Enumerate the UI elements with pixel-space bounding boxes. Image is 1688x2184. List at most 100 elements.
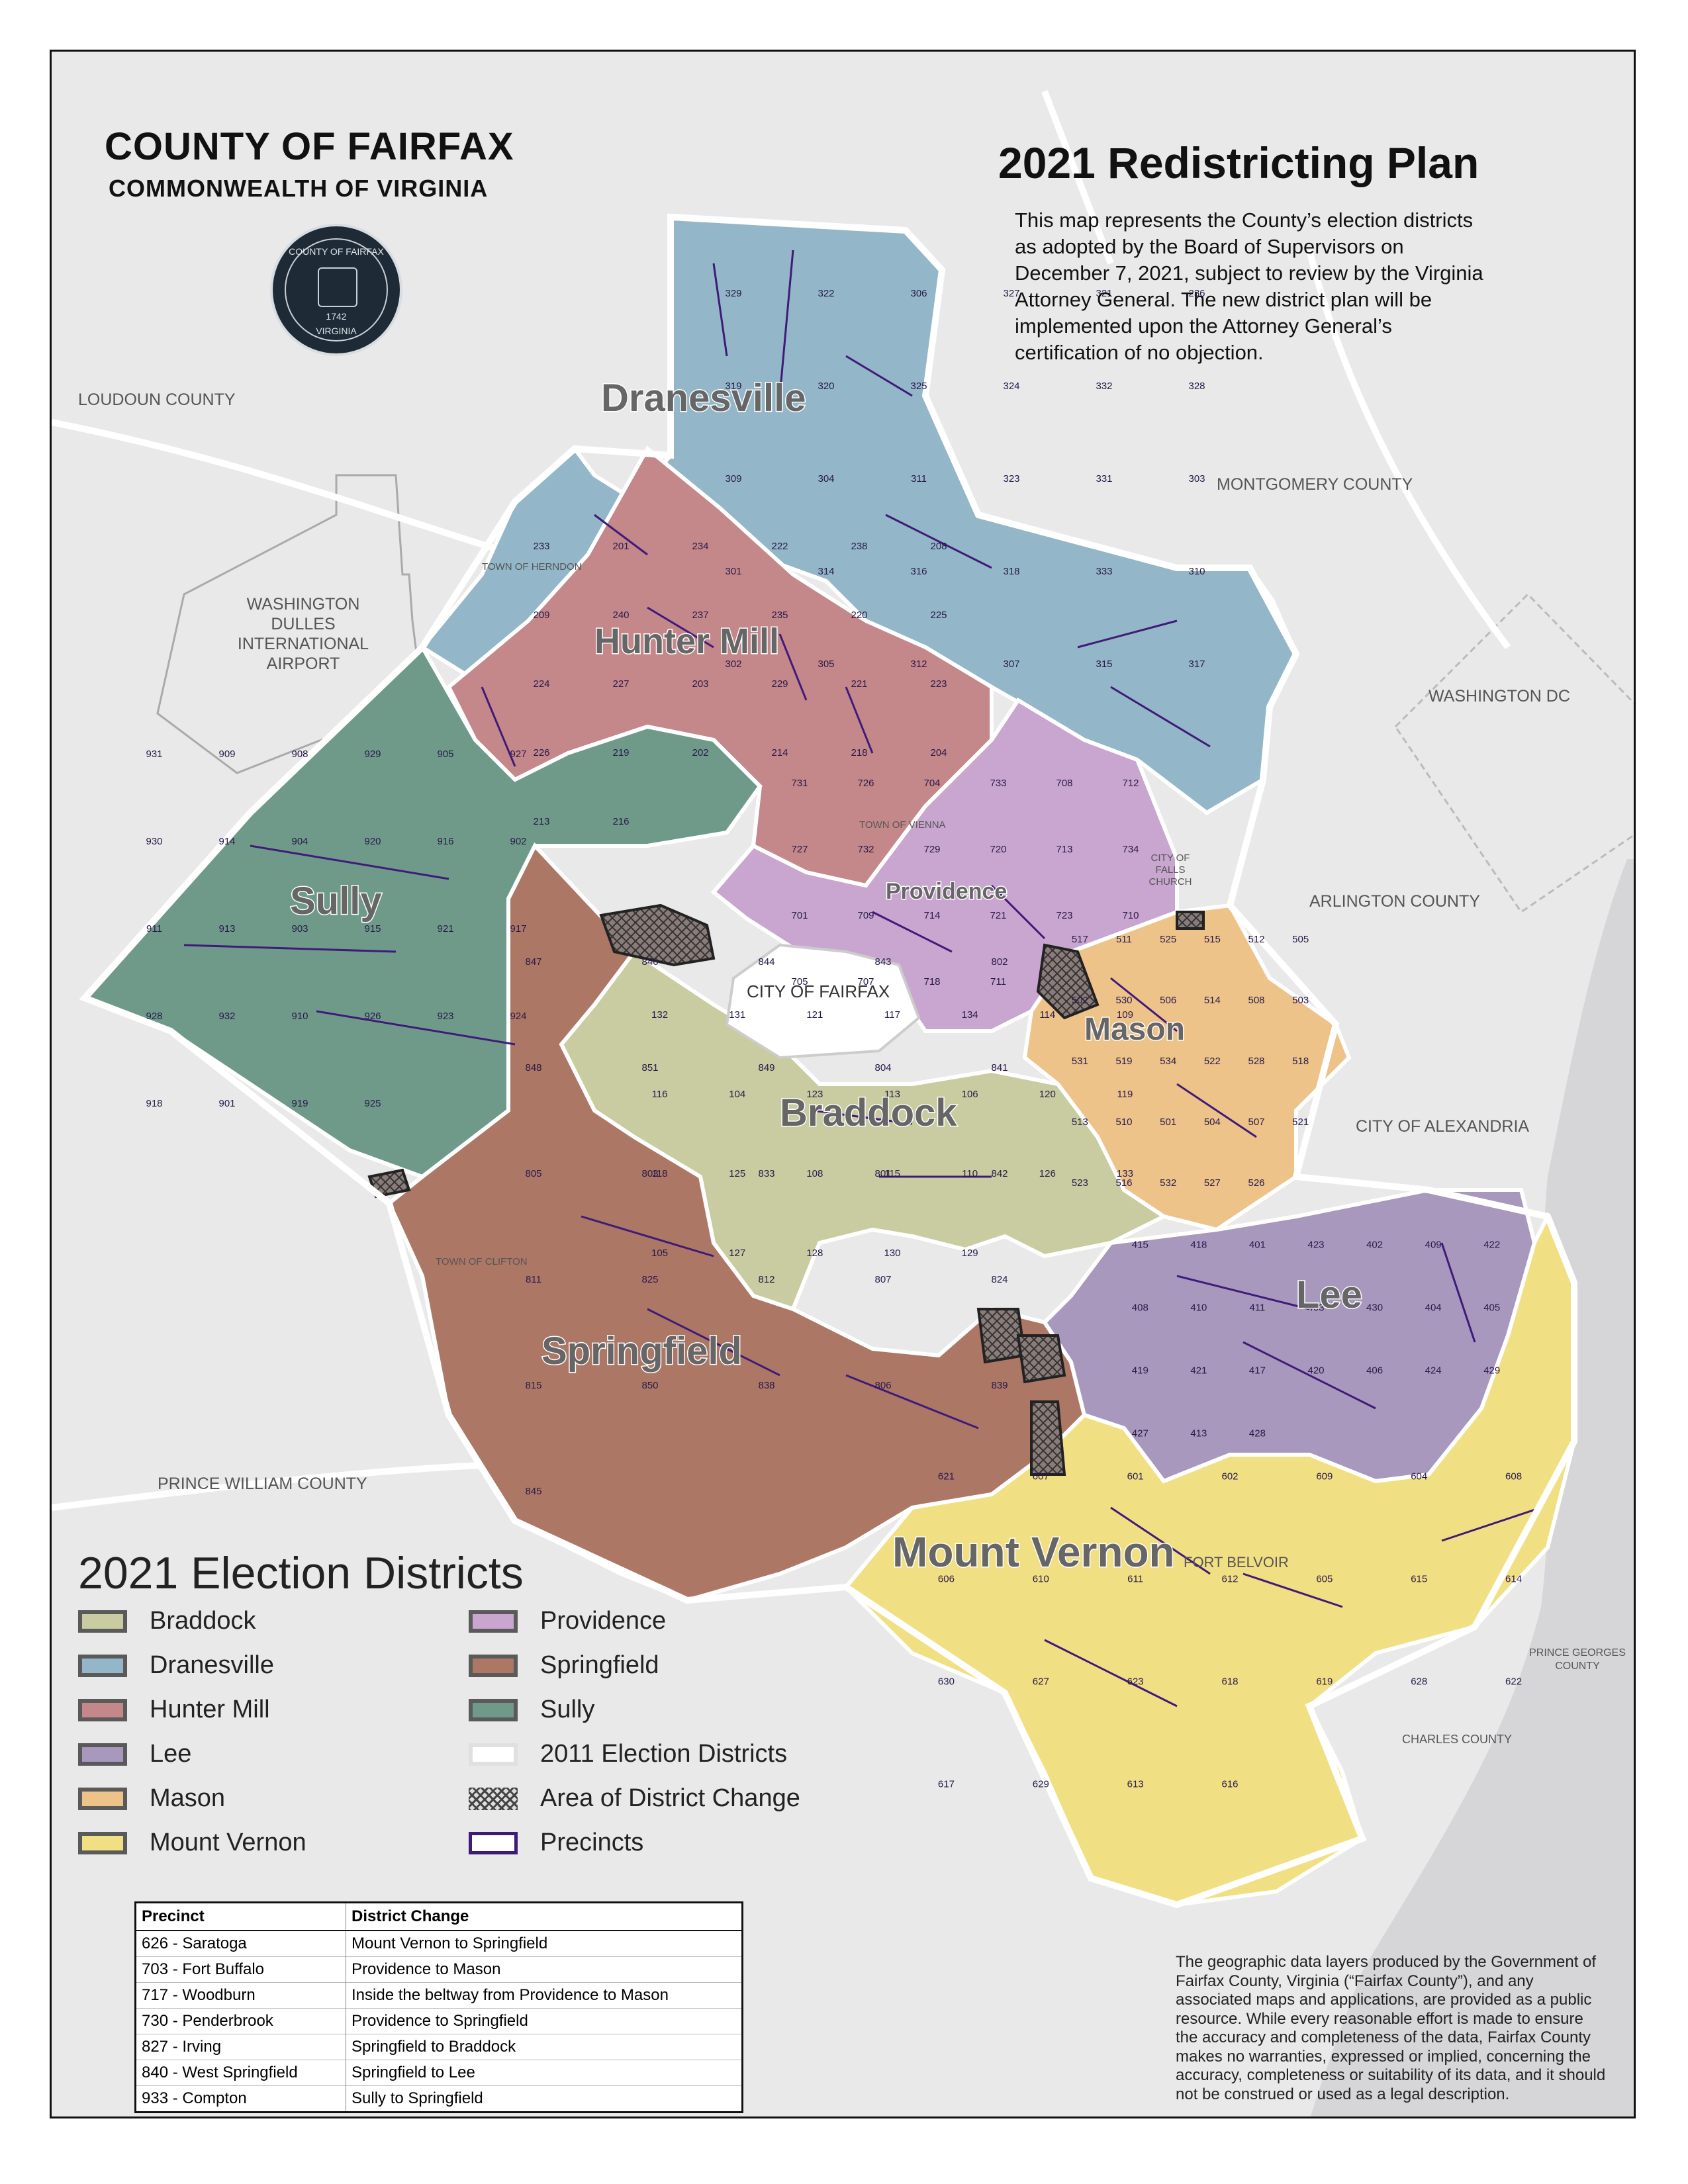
precinct-label: 114 xyxy=(1039,1009,1055,1021)
precinct-label: 924 xyxy=(510,1011,526,1022)
precinct-label: 125 xyxy=(729,1168,745,1179)
legend-item: Providence xyxy=(469,1607,666,1635)
precinct-label: 804 xyxy=(874,1062,891,1073)
change-area-703 xyxy=(1176,911,1205,930)
precinct-label: 310 xyxy=(1188,566,1205,577)
district-label-mount-vernon: Mount Vernon xyxy=(892,1527,1176,1577)
roads xyxy=(52,90,1511,1511)
precinct-label: 238 xyxy=(851,541,867,552)
precinct-label: 519 xyxy=(1115,1056,1132,1067)
precinct-label: 921 xyxy=(437,923,453,934)
precinct-label: 843 xyxy=(874,956,891,968)
fairfax-map: 329 322 306 327 321 236 319 320 325 324 332 328 309 3… xyxy=(52,90,1634,2116)
precinct-label: 927 xyxy=(510,749,526,760)
precinct-label: 925 xyxy=(364,1098,381,1109)
precinct-label: 806 xyxy=(874,1380,891,1391)
precinct-label: 904 xyxy=(291,836,308,847)
precinct-label: 619 xyxy=(1316,1676,1333,1688)
precinct-label: 235 xyxy=(771,610,788,621)
precinct-label: 709 xyxy=(857,910,874,921)
precinct-label: 115 xyxy=(884,1168,900,1179)
precinct-label: 627 xyxy=(1033,1676,1049,1688)
precinct-label: 106 xyxy=(962,1089,978,1100)
precinct-label: 404 xyxy=(1425,1302,1442,1314)
change-area-730 xyxy=(599,903,716,967)
precinct-label: 926 xyxy=(364,1011,381,1022)
precinct-label: 930 xyxy=(146,836,162,847)
precinct-label: 807 xyxy=(874,1274,891,1285)
precinct-label: 911 xyxy=(146,923,162,934)
precinct-label: 614 xyxy=(1505,1574,1522,1585)
legend-item: Mount Vernon xyxy=(78,1829,306,1857)
precinct-label: 913 xyxy=(218,923,235,934)
precinct-label: 328 xyxy=(1188,381,1205,392)
precinct-label: 504 xyxy=(1204,1116,1221,1128)
precinct-label: 920 xyxy=(364,836,381,847)
table-row: 840 - West Springfield Springfield to Lee xyxy=(135,2060,743,2086)
precinct-label: 213 xyxy=(533,816,549,827)
precinct-label: 405 xyxy=(1483,1302,1500,1314)
precinct-label: 129 xyxy=(962,1248,978,1259)
precinct-label: 225 xyxy=(930,610,947,621)
precinct-label: 516 xyxy=(1115,1177,1132,1189)
table-row: 730 - Penderbrook Providence to Springfie… xyxy=(135,2008,743,2034)
precinct-label: 608 xyxy=(1505,1471,1522,1482)
legend-item: Braddock xyxy=(78,1607,256,1635)
precinct-label: 306 xyxy=(910,288,927,299)
legend-item: 2011 Election Districts xyxy=(469,1740,787,1768)
precinct-label: 918 xyxy=(146,1098,162,1109)
precinct-label: 908 xyxy=(291,749,308,760)
potomac-river xyxy=(1310,859,1634,2116)
precinct-label: 317 xyxy=(1188,659,1205,670)
precinct-label: 411 xyxy=(1249,1302,1265,1314)
district-label-sully: Sully xyxy=(289,879,383,924)
precinct-label: 812 xyxy=(758,1274,774,1285)
precinct-label: 623 xyxy=(1127,1676,1144,1688)
precinct-label: 428 xyxy=(1249,1428,1266,1439)
district-label-hunter-mill: Hunter Mill xyxy=(594,621,780,662)
precinct-label: 628 xyxy=(1411,1676,1427,1688)
precinct-label: 202 xyxy=(692,747,708,758)
precinct-label: 712 xyxy=(1122,778,1139,789)
precinct-label: 910 xyxy=(291,1011,308,1022)
precinct-label: 421 xyxy=(1190,1365,1207,1377)
precinct-label: 711 xyxy=(990,976,1006,987)
legend-label: Braddock xyxy=(150,1607,256,1635)
precinct-cell: 703 - Fort Buffalo xyxy=(135,1956,346,1983)
legend-swatch xyxy=(469,1743,518,1766)
legend-swatch xyxy=(469,1698,518,1721)
precinct-label: 327 xyxy=(1003,288,1019,299)
precinct-label: 528 xyxy=(1248,1056,1264,1067)
precinct-label: 420 xyxy=(1307,1365,1324,1377)
precinct-label: 731 xyxy=(791,778,808,789)
change-cell: Sully to Springfield xyxy=(346,2085,743,2113)
precinct-label: 218 xyxy=(851,747,867,758)
precinct-label: 714 xyxy=(923,910,940,921)
precinct-label: 720 xyxy=(990,844,1006,855)
change-cell: Providence to Springfield xyxy=(346,2008,743,2034)
precinct-label: 237 xyxy=(692,610,708,621)
legend-label: Dranesville xyxy=(150,1651,274,1679)
precinct-label: 501 xyxy=(1160,1116,1176,1128)
precinct-label: 318 xyxy=(1003,566,1019,577)
precinct-label: 304 xyxy=(818,473,834,484)
precinct-label: 324 xyxy=(1003,381,1019,392)
precinct-label: 526 xyxy=(1248,1177,1264,1189)
precinct-label: 851 xyxy=(641,1062,658,1073)
precinct-label: 132 xyxy=(651,1009,668,1021)
precinct-label: 219 xyxy=(612,747,629,758)
table-row: 703 - Fort Buffalo Providence to Mason xyxy=(135,1956,743,1983)
precinct-label: 729 xyxy=(923,844,940,855)
precinct-label: 429 xyxy=(1483,1365,1500,1377)
precinct-cell: 730 - Penderbrook xyxy=(135,2008,346,2034)
precinct-label: 223 xyxy=(930,678,947,690)
precinct-label: 803 xyxy=(641,1168,658,1179)
legend-item: Dranesville xyxy=(78,1651,274,1680)
precinct-label: 302 xyxy=(725,659,741,670)
precinct-label: 506 xyxy=(1160,995,1176,1006)
precinct-label: 422 xyxy=(1483,1240,1500,1251)
table-row: 626 - Saratoga Mount Vernon to Springfiel… xyxy=(135,1930,743,1957)
precinct-label: 133 xyxy=(1117,1168,1133,1179)
precinct-label: 427 xyxy=(1132,1428,1149,1439)
district-mason xyxy=(1022,903,1352,1232)
